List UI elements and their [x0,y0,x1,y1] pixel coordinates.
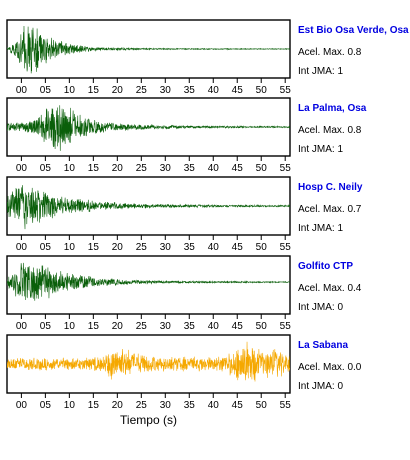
x-tick-label: 40 [208,321,220,332]
jma-intensity-label: Int JMA: 0 [298,381,343,392]
x-tick-label: 35 [184,163,196,174]
station-name: La Sabana [298,340,348,351]
x-tick-label: 25 [136,321,148,332]
x-tick-label: 45 [232,163,244,174]
station-name: Hosp C. Neily [298,182,363,193]
x-tick-label: 35 [184,321,196,332]
x-tick-label: 55 [280,85,292,96]
x-tick-label: 55 [280,321,292,332]
x-tick-label: 10 [64,163,76,174]
waveform-trace [7,262,290,301]
x-tick-label: 05 [40,400,52,411]
x-tick-label: 25 [136,163,148,174]
x-tick-label: 30 [160,400,172,411]
x-tick-label: 35 [184,242,196,253]
jma-intensity-label: Int JMA: 1 [298,66,343,77]
seismogram-panel-la-sabana: 00 05 10 15 20 25 30 35 40 45 50 55 La Sabana Acel. M… [6,334,362,427]
x-tick-label: 15 [88,85,100,96]
x-tick-label: 00 [16,242,28,253]
x-tick-label: 25 [136,85,148,96]
x-tick-label: 15 [88,163,100,174]
x-tick-label: 20 [112,242,124,253]
jma-intensity-label: Int JMA: 1 [298,144,343,155]
x-tick-label: 55 [280,242,292,253]
x-tick-label: 35 [184,85,196,96]
x-tick-label: 45 [232,400,244,411]
x-tick-label: 20 [112,400,124,411]
x-tick-label: 25 [136,242,148,253]
x-tick-label: 00 [16,163,28,174]
x-tick-label: 30 [160,242,172,253]
x-tick-label: 40 [208,163,220,174]
x-tick-label: 10 [64,400,76,411]
x-tick-label: 20 [112,85,124,96]
x-tick-label: 30 [160,163,172,174]
x-tick-label: 50 [256,321,268,332]
x-tick-label: 30 [160,85,172,96]
seismogram-panel-hosp-c-neily: 00 05 10 15 20 25 30 35 40 45 50 55 Hosp C. Neily Ace… [6,176,363,253]
max-acceleration-label: Acel. Max. 0.8 [298,47,362,58]
x-tick-label: 15 [88,321,100,332]
x-tick-label: 50 [256,242,268,253]
x-tick-label: 50 [256,85,268,96]
x-tick-label: 30 [160,321,172,332]
x-tick-label: 05 [40,242,52,253]
x-tick-label: 00 [16,321,28,332]
station-name: Est Bio Osa Verde, Osa [298,25,409,36]
x-tick-label: 40 [208,242,220,253]
x-tick-label: 20 [112,321,124,332]
seismogram-panel-la-palma-osa: 00 05 10 15 20 25 30 35 40 45 50 55 La Palma, Osa Ace… [6,97,367,174]
x-tick-label: 10 [64,321,76,332]
x-tick-label: 45 [232,242,244,253]
x-tick-label: 50 [256,163,268,174]
waveform-trace [7,185,290,230]
x-tick-label: 45 [232,321,244,332]
x-tick-label: 15 [88,242,100,253]
x-tick-label: 50 [256,400,268,411]
x-tick-label: 05 [40,321,52,332]
max-acceleration-label: Acel. Max. 0.0 [298,362,362,373]
x-tick-label: 35 [184,400,196,411]
jma-intensity-label: Int JMA: 1 [298,223,343,234]
x-tick-label: 10 [64,242,76,253]
x-tick-label: 05 [40,163,52,174]
seismogram-panel-golfito-ctp: 00 05 10 15 20 25 30 35 40 45 50 55 Golfito CTP Acel.… [6,255,362,332]
x-tick-label: 10 [64,85,76,96]
max-acceleration-label: Acel. Max. 0.4 [298,283,362,294]
station-name: Golfito CTP [298,261,353,272]
waveform-trace [7,25,290,74]
x-tick-label: 20 [112,163,124,174]
jma-intensity-label: Int JMA: 0 [298,302,343,313]
x-tick-label: 55 [280,400,292,411]
x-axis-title: Tiempo (s) [120,413,177,427]
x-tick-label: 00 [16,400,28,411]
waveform-trace [7,341,290,382]
seismogram-panel-est-bio-osa-verde-osa: 00 05 10 15 20 25 30 35 40 45 50 55 Est Bio Osa Verd… [6,19,409,96]
max-acceleration-label: Acel. Max. 0.7 [298,204,362,215]
max-acceleration-label: Acel. Max. 0.8 [298,125,362,136]
waveform-trace [7,105,290,151]
x-tick-label: 40 [208,400,220,411]
x-tick-label: 55 [280,163,292,174]
x-tick-label: 25 [136,400,148,411]
x-tick-label: 15 [88,400,100,411]
x-tick-label: 05 [40,85,52,96]
x-tick-label: 40 [208,85,220,96]
x-tick-label: 00 [16,85,28,96]
station-name: La Palma, Osa [298,103,367,114]
x-tick-label: 45 [232,85,244,96]
